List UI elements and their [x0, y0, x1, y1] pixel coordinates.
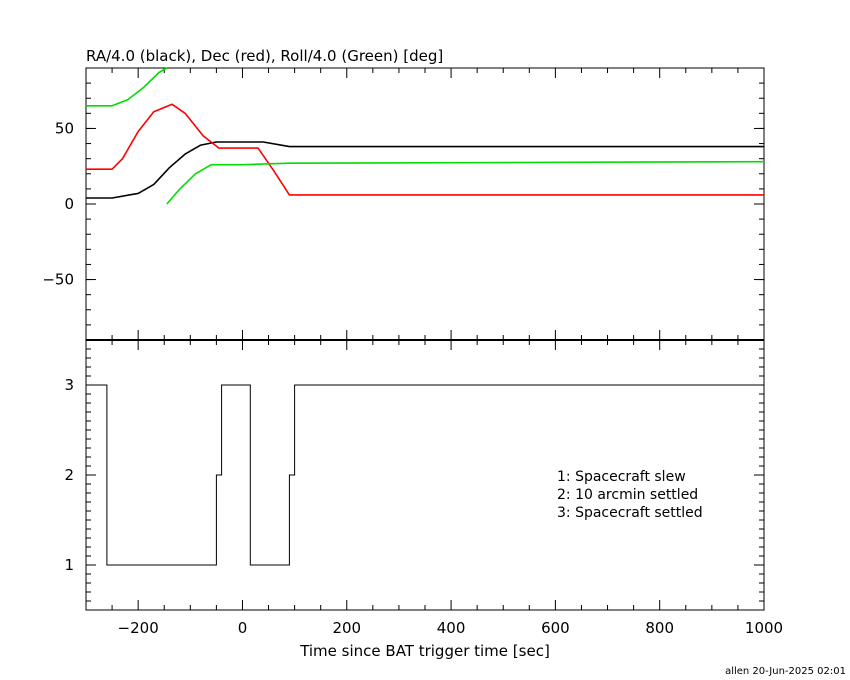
top-axes: −50 0 50	[42, 67, 765, 341]
top-series-roll-4-0-lower	[166, 160, 765, 205]
x-tick-label: 200	[332, 619, 361, 637]
x-tick-label: 800	[645, 619, 674, 637]
legend-state-1: 1: Spacecraft slew	[557, 469, 686, 485]
x-tick-label: 0	[238, 619, 248, 637]
top-ytick-label: 0	[64, 195, 74, 213]
bottom-series-slew-state	[86, 384, 764, 566]
top-frame	[85, 67, 765, 341]
top-series-ra-4-0	[86, 141, 764, 199]
bottom-ytick-label: 3	[64, 376, 74, 394]
top-ytick-label: −50	[42, 271, 74, 289]
bottom-axes: 1 2 3 −200 0 200 400 600 800 1000	[64, 339, 783, 637]
x-tick-label: 1000	[745, 619, 783, 637]
legend-state-3: 3: Spacecraft settled	[557, 505, 703, 521]
bottom-ytick-label: 2	[64, 466, 74, 484]
top-series-dec	[86, 103, 764, 196]
legend-state-2: 2: 10 arcmin settled	[557, 487, 698, 503]
bottom-series-group	[86, 384, 764, 566]
top-series-group	[86, 67, 765, 205]
x-tick-label: 400	[437, 619, 466, 637]
top-ytick-label: 50	[55, 119, 74, 137]
footer-stamp: allen 20-Jun-2025 02:01	[725, 666, 846, 677]
top-chart-title: RA/4.0 (black), Dec (red), Roll/4.0 (Gre…	[86, 47, 443, 65]
x-axis-label: Time since BAT trigger time [sec]	[299, 642, 550, 660]
x-tick-label: −200	[118, 619, 159, 637]
top-series-roll-4-0-upper	[86, 67, 168, 107]
bottom-ytick-label: 1	[64, 556, 74, 574]
x-tick-label: 600	[541, 619, 570, 637]
